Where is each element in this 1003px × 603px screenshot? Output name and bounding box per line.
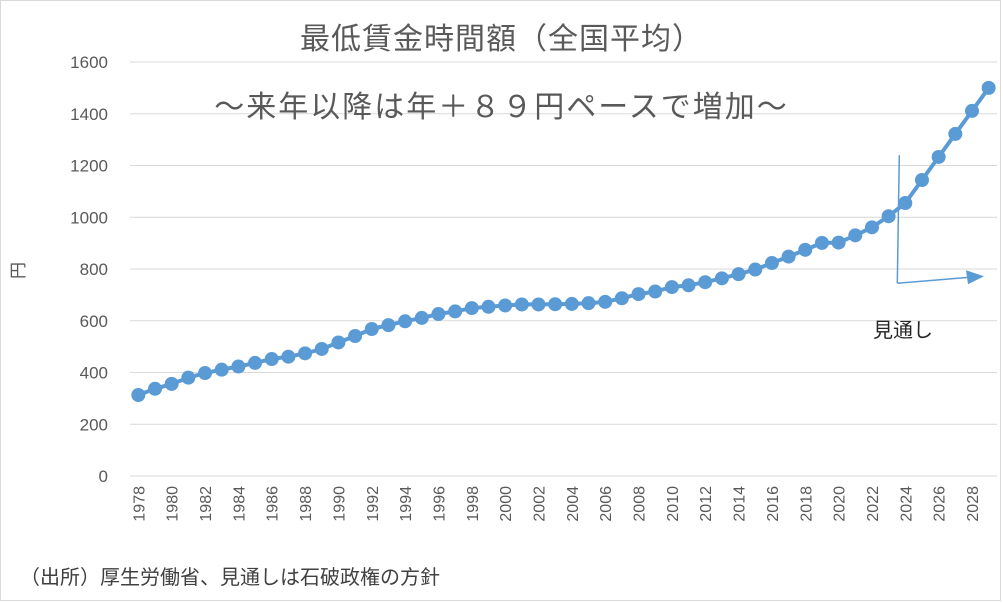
x-tick-label: 1978: [131, 486, 148, 522]
data-point: [181, 370, 196, 385]
x-tick-label: 2018: [798, 486, 815, 522]
x-tick-label: 1984: [231, 486, 248, 522]
x-tick-label: 2000: [498, 486, 515, 522]
data-point: [414, 310, 429, 325]
data-point: [298, 346, 313, 361]
x-tick-label: 2026: [932, 486, 949, 522]
data-point: [398, 314, 413, 329]
data-point: [448, 304, 463, 319]
data-point: [964, 103, 979, 118]
data-point: [131, 388, 146, 403]
y-tick-label: 1000: [70, 208, 108, 227]
x-tick-label: 1982: [198, 486, 215, 522]
source-note: （出所）厚生労働省、見通しは石破政権の方針: [20, 565, 440, 589]
data-point: [264, 352, 279, 367]
y-tick-label: 1400: [70, 105, 108, 124]
data-point: [198, 366, 213, 381]
data-point: [364, 322, 379, 337]
data-point: [698, 275, 713, 290]
x-tick-label: 2020: [832, 486, 849, 522]
data-point: [464, 301, 479, 316]
data-point: [664, 280, 679, 295]
data-point: [798, 242, 813, 257]
data-point: [931, 149, 946, 164]
x-tick-label: 2022: [865, 486, 882, 522]
data-point: [898, 196, 913, 211]
data-point: [831, 235, 846, 250]
data-point: [764, 256, 779, 271]
data-point: [864, 220, 879, 235]
x-tick-label: 1992: [365, 486, 382, 522]
forecast-annotation: 見通し: [873, 318, 933, 342]
data-point: [581, 296, 596, 311]
x-tick-label: 1996: [431, 486, 448, 522]
series-line: [137, 86, 991, 397]
chart-subtitle: ～来年以降は年＋８９円ペースで増加～: [214, 90, 789, 125]
x-tick-label: 1998: [465, 486, 482, 522]
x-tick-label: 1986: [265, 486, 282, 522]
data-point: [514, 297, 529, 312]
data-point: [531, 297, 546, 312]
data-point: [498, 298, 513, 313]
data-point: [848, 228, 863, 243]
data-point: [248, 355, 263, 370]
x-tick-label: 2010: [665, 486, 682, 522]
x-tick-label: 2004: [565, 486, 582, 522]
x-tick-label: 2012: [698, 486, 715, 522]
data-point: [748, 262, 763, 277]
data-point: [881, 209, 896, 224]
y-tick-label: 400: [80, 364, 108, 383]
y-tick-label: 600: [80, 312, 108, 331]
data-point: [781, 249, 796, 264]
y-tick-label: 1200: [70, 157, 108, 176]
data-point: [348, 329, 363, 344]
data-point: [548, 297, 563, 312]
data-point: [431, 307, 446, 322]
data-point: [314, 341, 329, 356]
data-point: [164, 376, 179, 391]
data-point: [381, 318, 396, 333]
chart-title: 最低賃金時間額（全国平均）: [300, 22, 703, 57]
data-point: [681, 278, 696, 293]
data-point: [564, 296, 579, 311]
data-point: [914, 172, 929, 187]
x-tick-label: 2024: [898, 486, 915, 522]
x-tick-label: 2016: [765, 486, 782, 522]
x-tick-label: 2006: [598, 486, 615, 522]
data-point: [714, 271, 729, 286]
data-point: [948, 126, 963, 141]
data-point: [981, 80, 996, 95]
x-tick-label: 1994: [398, 486, 415, 522]
forecast-vertical-line: [896, 155, 901, 284]
x-tick-label: 1988: [298, 486, 315, 522]
forecast-arrow-line: [897, 276, 971, 284]
x-tick-label: 2002: [531, 486, 548, 522]
data-point: [731, 267, 746, 282]
x-tick-label: 2014: [732, 486, 749, 522]
x-tick-label: 2008: [632, 486, 649, 522]
x-tick-label: 1980: [165, 486, 182, 522]
data-point: [214, 362, 229, 377]
data-point: [814, 235, 829, 250]
y-tick-label: 1600: [70, 53, 108, 72]
forecast-arrowhead: [966, 270, 984, 285]
data-point: [231, 359, 246, 374]
y-axis-label: 円: [9, 262, 29, 279]
data-point: [614, 291, 629, 306]
data-point: [648, 284, 663, 299]
data-point: [331, 335, 346, 350]
y-tick-label: 200: [80, 415, 108, 434]
data-point: [631, 287, 646, 302]
x-tick-label: 2028: [965, 486, 982, 522]
data-point: [281, 349, 296, 364]
data-point: [148, 381, 163, 396]
y-tick-label: 800: [80, 260, 108, 279]
y-tick-label: 0: [99, 467, 108, 486]
data-point: [598, 294, 613, 309]
data-point: [481, 299, 496, 314]
x-tick-label: 1990: [331, 486, 348, 522]
